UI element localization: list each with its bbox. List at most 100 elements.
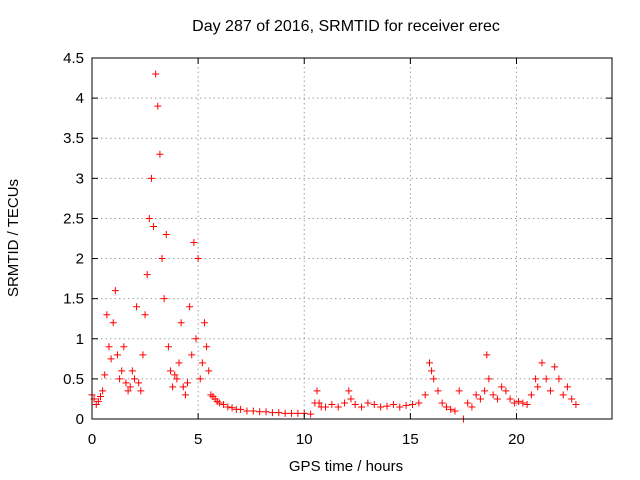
data-point	[377, 403, 385, 411]
y-tick-label: 3.5	[63, 130, 84, 147]
data-point	[464, 399, 472, 407]
data-point	[120, 343, 128, 351]
data-point	[94, 397, 102, 405]
data-point	[396, 403, 404, 411]
x-tick-label: 20	[508, 431, 525, 448]
data-point	[184, 379, 192, 387]
data-point	[200, 319, 208, 327]
grid-lines	[92, 58, 612, 419]
data-point	[345, 387, 353, 395]
data-point	[341, 399, 349, 407]
data-point	[126, 383, 134, 391]
y-tick-label: 0.5	[63, 371, 84, 388]
data-point	[228, 404, 236, 412]
data-point	[130, 375, 138, 383]
data-point	[383, 402, 391, 410]
data-point	[351, 401, 359, 409]
data-point	[186, 303, 194, 311]
y-tick-label: 1	[76, 331, 84, 348]
data-point	[364, 399, 372, 407]
data-point	[402, 401, 410, 409]
data-point	[181, 391, 189, 399]
data-point	[347, 395, 355, 403]
y-tick-label: 3	[76, 170, 84, 187]
x-axis-label: GPS time / hours	[289, 458, 403, 475]
data-point	[179, 383, 187, 391]
data-point	[334, 403, 342, 411]
y-tick-label: 0	[76, 411, 84, 428]
data-point	[428, 367, 436, 375]
data-point	[139, 351, 147, 359]
data-point	[493, 395, 501, 403]
data-point	[328, 401, 336, 409]
y-tick-label: 4	[76, 90, 84, 107]
data-point	[169, 383, 177, 391]
data-point	[105, 343, 113, 351]
data-point	[177, 319, 185, 327]
data-point	[164, 343, 172, 351]
x-tick-label: 0	[88, 431, 96, 448]
data-point	[510, 399, 518, 407]
x-tick-label: 10	[296, 431, 313, 448]
data-point	[194, 255, 202, 263]
data-point	[476, 395, 484, 403]
data-point	[171, 371, 179, 379]
data-point	[160, 295, 168, 303]
chart-title: Day 287 of 2016, SRMTID for receiver ere…	[192, 18, 500, 35]
data-point	[568, 395, 576, 403]
data-point	[118, 367, 126, 375]
data-point	[489, 391, 497, 399]
data-point	[167, 367, 175, 375]
data-point	[485, 375, 493, 383]
data-point	[162, 230, 170, 238]
data-point	[275, 409, 283, 417]
data-point	[551, 363, 559, 371]
y-tick-labels: 0 0.5 1 1.5 2 2.5 3 3.5 4 4.5	[63, 50, 84, 428]
data-point	[205, 367, 213, 375]
data-point	[434, 387, 442, 395]
y-tick-label: 4.5	[63, 50, 84, 67]
data-point	[502, 387, 510, 395]
data-point	[145, 214, 153, 222]
data-point	[546, 387, 554, 395]
data-point	[147, 174, 155, 182]
data-point	[215, 399, 223, 407]
x-tick-labels: 0 5 10 15 20	[88, 431, 525, 448]
data-point	[113, 351, 121, 359]
data-point	[415, 399, 423, 407]
data-point	[527, 391, 535, 399]
data-point	[135, 379, 143, 387]
data-point	[107, 355, 115, 363]
data-point	[116, 375, 124, 383]
data-point	[519, 399, 527, 407]
data-point	[455, 387, 463, 395]
data-point	[389, 401, 397, 409]
data-point	[99, 387, 107, 395]
data-point	[370, 401, 378, 409]
data-point	[256, 408, 264, 416]
y-tick-label: 2.5	[63, 210, 84, 227]
data-point	[358, 403, 366, 411]
data-point	[203, 343, 211, 351]
data-point	[281, 409, 289, 417]
data-point	[249, 407, 257, 415]
data-point	[109, 319, 117, 327]
data-point	[498, 383, 506, 391]
data-point	[128, 367, 136, 375]
data-point	[468, 403, 476, 411]
data-point	[96, 393, 104, 401]
data-point	[506, 395, 514, 403]
data-point	[158, 255, 166, 263]
data-point	[198, 359, 206, 367]
plot-frame	[91, 57, 613, 420]
data-point	[515, 397, 523, 405]
data-point	[307, 410, 315, 418]
data-point	[288, 409, 296, 417]
data-point	[133, 303, 141, 311]
data-points	[88, 70, 580, 423]
data-point	[321, 403, 329, 411]
data-point	[572, 401, 580, 409]
data-point	[481, 387, 489, 395]
data-point	[425, 359, 433, 367]
